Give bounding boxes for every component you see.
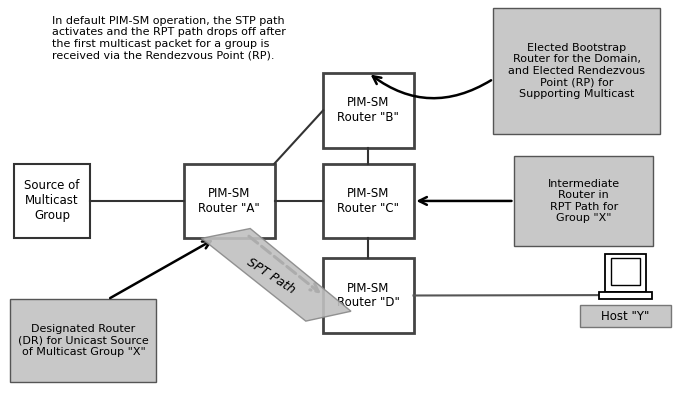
Text: PIM-SM
Router "C": PIM-SM Router "C": [337, 187, 400, 215]
FancyBboxPatch shape: [14, 164, 90, 238]
Text: PIM-SM
Router "B": PIM-SM Router "B": [337, 96, 400, 125]
Text: Source of
Multicast
Group: Source of Multicast Group: [24, 179, 80, 223]
FancyBboxPatch shape: [514, 156, 653, 246]
FancyBboxPatch shape: [611, 258, 640, 285]
FancyBboxPatch shape: [599, 292, 652, 299]
Text: PIM-SM
Router "A": PIM-SM Router "A": [199, 187, 260, 215]
FancyBboxPatch shape: [605, 254, 646, 292]
Text: In default PIM-SM operation, the STP path
activates and the RPT path drops off a: In default PIM-SM operation, the STP pat…: [52, 16, 286, 61]
FancyBboxPatch shape: [323, 164, 414, 238]
FancyBboxPatch shape: [493, 8, 660, 134]
Text: PIM-SM
Router "D": PIM-SM Router "D": [337, 281, 400, 310]
FancyBboxPatch shape: [580, 305, 671, 327]
FancyBboxPatch shape: [184, 164, 275, 238]
FancyBboxPatch shape: [10, 299, 156, 382]
Text: SPT Path: SPT Path: [245, 255, 297, 296]
Text: Elected Bootstrap
Router for the Domain,
and Elected Rendezvous
Point (RP) for
S: Elected Bootstrap Router for the Domain,…: [508, 43, 646, 99]
Text: Intermediate
Router in
RPT Path for
Group "X": Intermediate Router in RPT Path for Grou…: [548, 178, 620, 223]
FancyBboxPatch shape: [323, 73, 414, 148]
FancyBboxPatch shape: [323, 258, 414, 333]
Text: Designated Router
(DR) for Unicast Source
of Multicast Group "X": Designated Router (DR) for Unicast Sourc…: [18, 324, 149, 357]
Polygon shape: [202, 229, 351, 321]
Text: Host "Y": Host "Y": [601, 310, 650, 323]
